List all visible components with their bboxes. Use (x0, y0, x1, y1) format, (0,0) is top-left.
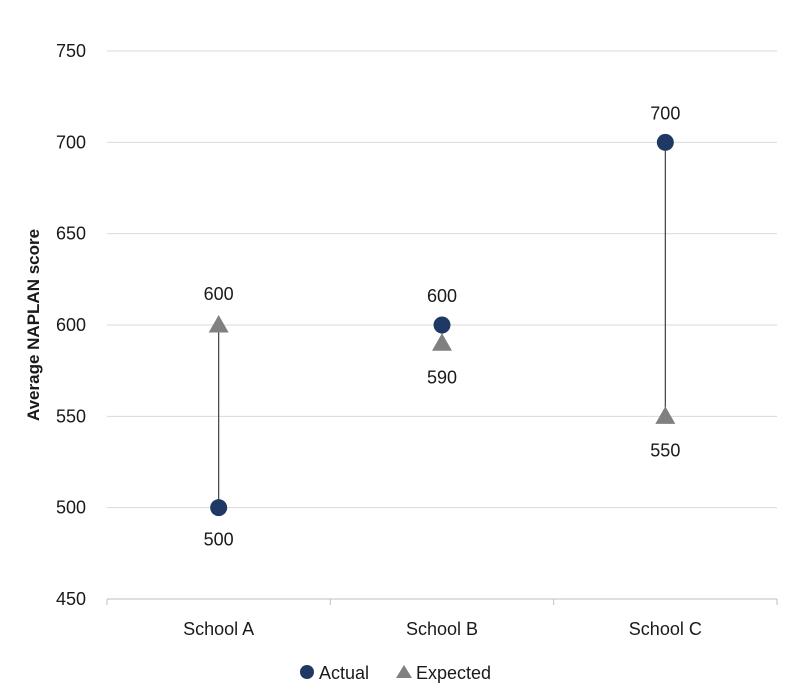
expected-data-label: 550 (650, 440, 680, 460)
y-tick-label: 650 (56, 224, 86, 244)
expected-marker (432, 333, 452, 351)
actual-marker (433, 316, 451, 334)
y-axis-title: Average NAPLAN score (24, 229, 43, 421)
expected-data-label: 600 (204, 284, 234, 304)
y-tick-label: 500 (56, 498, 86, 518)
expected-marker (655, 406, 676, 424)
legend-actual-marker (300, 665, 314, 679)
legend-actual-label: Actual (319, 663, 369, 683)
legend-expected-marker (396, 665, 412, 678)
x-category-label: School B (406, 619, 478, 639)
actual-marker (656, 133, 674, 151)
axes: 450 500 550 600 650 700 750 School A School B Sch… (56, 41, 778, 639)
y-tick-label: 700 (56, 132, 86, 152)
data-markers (208, 133, 676, 517)
data-labels: 500 600 600 590 700 550 (204, 103, 681, 549)
expected-marker (208, 315, 229, 333)
actual-data-label: 700 (650, 103, 680, 123)
y-tick-label: 450 (56, 589, 86, 609)
expected-data-label: 590 (427, 367, 457, 387)
actual-data-label: 500 (204, 530, 234, 550)
actual-data-label: 600 (427, 286, 457, 306)
y-tick-label: 550 (56, 406, 86, 426)
actual-marker (210, 499, 228, 517)
x-category-label: School A (183, 619, 254, 639)
y-tick-label: 750 (56, 41, 86, 61)
legend: Actual Expected (300, 663, 491, 683)
legend-expected-label: Expected (416, 663, 491, 683)
x-category-label: School C (629, 619, 702, 639)
y-tick-label: 600 (56, 315, 86, 335)
